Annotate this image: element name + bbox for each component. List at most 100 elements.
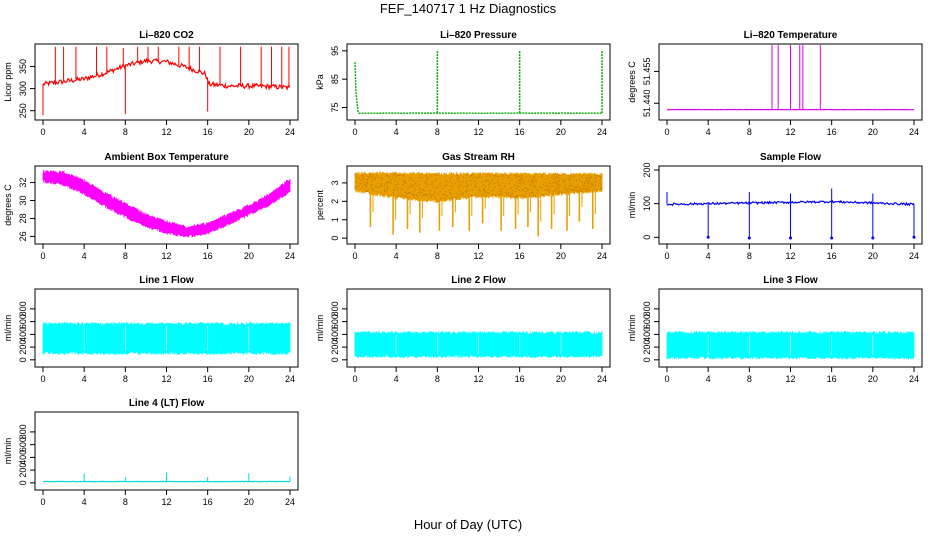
panel-5-dot — [382, 194, 385, 196]
panel-5-dot — [416, 194, 418, 196]
panel-5-dot — [364, 187, 367, 189]
panel-5-dot — [401, 174, 403, 176]
panel-3-ytick-label-1: 51.455 — [642, 58, 652, 86]
panel-8-title: Line 2 Flow — [451, 275, 506, 286]
panel-4-series — [42, 169, 291, 238]
panel-5-dot — [394, 183, 396, 186]
panel-5-dot — [572, 189, 575, 191]
panel-5-dot — [391, 182, 393, 185]
panel-5-dot — [426, 199, 429, 201]
panel-5-dot — [575, 186, 577, 189]
panel-5-dot — [548, 191, 550, 193]
panel-5-dot — [435, 198, 437, 201]
panel-5-dot — [475, 176, 477, 178]
panel-5-dot — [587, 190, 589, 192]
x-axis-title: Hour of Day (UTC) — [413, 517, 523, 532]
panel-5-dot — [458, 181, 461, 184]
panel-5-dot — [457, 174, 459, 176]
panel-5-dot — [567, 187, 569, 190]
panel-2-xtick-label-3: 12 — [473, 127, 483, 137]
panel-10-xtick-label-3: 12 — [161, 497, 171, 507]
panel-5-dot — [536, 192, 538, 195]
panel-5-dot — [418, 188, 420, 190]
panel-5-dot — [418, 183, 421, 186]
panel-5-dot — [555, 173, 557, 176]
panel-5-dot — [483, 184, 485, 186]
panel-5-ytick-label-3: 3 — [330, 180, 340, 185]
panel-5-dot — [355, 181, 357, 184]
panel-5-dot — [372, 175, 374, 177]
panel-5-dot — [552, 178, 555, 180]
panel-5-dot — [398, 175, 400, 177]
panel-5-dot — [471, 175, 474, 177]
panel-5-dot — [413, 186, 415, 188]
panel-5-dot — [486, 180, 488, 182]
panel-5-dot — [532, 185, 534, 187]
panel-5-dot — [465, 191, 467, 193]
panel-5-dot — [427, 184, 430, 187]
panel-8-series — [354, 330, 603, 359]
panel-5-dot — [514, 184, 516, 186]
panel-5-dot — [521, 179, 523, 181]
panel-5-dot — [548, 185, 550, 187]
panel-5-dot — [600, 184, 602, 186]
panel-2-frame — [346, 43, 611, 121]
panel-5-dot — [392, 188, 395, 190]
panel-2-xtick-label-0: 0 — [352, 127, 357, 137]
panel-4-xtick-label-5: 20 — [244, 251, 254, 261]
panel-5-dot — [404, 191, 406, 193]
panel-5-dot — [541, 194, 543, 196]
panel-5-dot — [466, 189, 468, 191]
panel-5-dot — [546, 185, 548, 187]
panel-5-dot — [434, 192, 436, 194]
panel-5-dot — [541, 188, 543, 190]
panel-5-dot — [588, 179, 591, 181]
panel-5-dot — [462, 194, 464, 196]
panel-5-dot — [597, 175, 599, 178]
panel-5-dot — [548, 182, 550, 185]
panel-5-dot — [508, 194, 511, 196]
panel-5-dot — [446, 195, 449, 197]
panel-5-dot — [473, 195, 475, 197]
panel-5-dot — [380, 179, 382, 181]
panel-4-ytick-label-0: 26 — [18, 231, 28, 241]
panel-5-dot — [550, 176, 552, 179]
panel-5-dot — [543, 183, 545, 185]
panel-5-dot — [410, 185, 412, 187]
panel-5-dot — [462, 186, 465, 188]
panel-5-dot — [449, 177, 451, 179]
panel-2-ytick-label-2: 95 — [330, 46, 340, 56]
panel-10-ytick-label-1: 200 — [18, 463, 28, 478]
panel-5-dot — [558, 185, 560, 187]
panel-5-dot — [422, 189, 424, 191]
panel-5-dot — [553, 175, 555, 177]
panel-5-dot — [475, 193, 477, 196]
panel-7-ytick-label-1: 200 — [18, 340, 28, 355]
panel-5-dot — [576, 189, 578, 192]
panel-5-dot — [588, 184, 590, 186]
panel-5-ytick-label-2: 2 — [330, 199, 340, 204]
panel-5-dot — [434, 174, 436, 176]
panel-5-dot — [460, 191, 462, 193]
panel-5-dot — [495, 175, 497, 178]
panel-5-dot — [412, 180, 414, 182]
panel-5-dot — [458, 177, 460, 179]
panel-5-dot — [361, 188, 363, 190]
panel-5-dot — [418, 191, 421, 193]
panel-5-dot — [397, 174, 399, 176]
panel-5-dot — [502, 182, 504, 184]
panel-5-dot — [419, 194, 421, 197]
panel-5-dot — [444, 180, 447, 182]
panel-5-dot — [357, 182, 360, 184]
panel-6-xtick-label-0: 0 — [664, 251, 669, 261]
panel-5-dot — [436, 186, 438, 188]
panel-10-title: Line 4 (LT) Flow — [129, 398, 205, 409]
panel-5-dot — [444, 193, 447, 195]
panel-5-dot — [478, 187, 480, 189]
panel-5-dot — [577, 191, 579, 193]
panel-5-dot — [518, 183, 520, 185]
panel-9-xtick-label-5: 20 — [868, 374, 878, 384]
panel-5-dot — [540, 187, 542, 189]
panel-5-dot — [599, 179, 601, 181]
panel-5-dot — [479, 190, 481, 192]
